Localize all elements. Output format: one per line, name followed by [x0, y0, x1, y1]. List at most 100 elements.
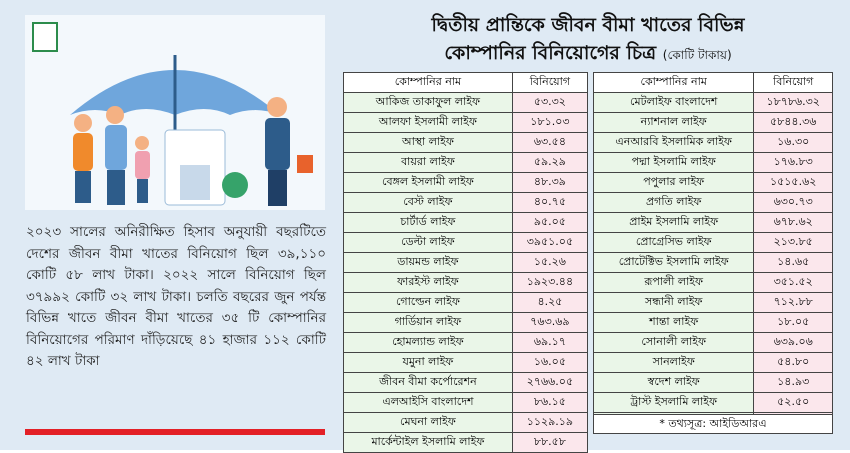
company-name: স্বদেশ লাইফ	[592, 372, 755, 393]
column-header: বিনিয়োগ	[753, 72, 833, 93]
investment-value: ১৬.৩০	[753, 132, 833, 153]
investment-value: ২১৩.৮৫	[753, 232, 833, 253]
investment-value: ৬৯.১৭	[511, 332, 589, 353]
table-row: যমুনা লাইফ ১৬.০৫	[343, 352, 589, 373]
company-name: মেঘনা লাইফ	[343, 412, 513, 433]
investment-value: ১৫.২৬	[511, 252, 589, 273]
investment-value: ১৮.০৫	[753, 312, 833, 333]
company-name: বায়রা লাইফ	[343, 152, 513, 173]
investment-value: ৫৮৪৪.৩৬	[753, 112, 833, 133]
investment-value: ৪.২৫	[511, 292, 589, 313]
table: কোম্পানির নাম বিনিয়োগ আকিজ তাকাফুল লাইফ ৫৩…	[343, 72, 589, 453]
table: কোম্পানির নাম বিনিয়োগ মেটলাইফ বাংলাদেশ ১৮৭…	[592, 72, 833, 433]
header-row: কোম্পানির নাম বিনিয়োগ	[592, 72, 833, 93]
company-name: মেটলাইফ বাংলাদেশ	[592, 92, 755, 113]
company-name: গোল্ডেন লাইফ	[343, 292, 513, 313]
table-row: শান্তা লাইফ ১৮.০৫	[592, 312, 833, 333]
table-row: আকিজ তাকাফুল লাইফ ৫৩.৩২	[343, 92, 589, 113]
investment-value: ৭৬৩.৬৯	[511, 312, 589, 333]
investment-value: ১৬.০৫	[511, 352, 589, 373]
company-name: পপুলার লাইফ	[592, 172, 755, 193]
investment-value: ৩৫১.৫২	[753, 272, 833, 293]
table-row: ট্রাস্ট ইসলামি লাইফ ৫২.৫০	[592, 392, 833, 413]
table-row: সন্ধানী লাইফ ৭১২.৮৮	[592, 292, 833, 313]
accent-bar	[25, 429, 325, 435]
company-name: প্রগতি লাইফ	[592, 192, 755, 213]
table-row: রূপালী লাইফ ৩৫১.৫২	[592, 272, 833, 293]
table-row: প্রোগ্রেসিভ লাইফ ২১৩.৮৫	[592, 232, 833, 253]
table-row: প্রগতি লাইফ ৬৩০.৭৩	[592, 192, 833, 213]
company-name: যমুনা লাইফ	[343, 352, 513, 373]
investment-value: ৬৩.৫৪	[511, 132, 589, 153]
paragraph: ২০২৩ সালের অনিরীক্ষিত হিসাব অনুযায়ী বছর…	[26, 224, 326, 369]
company-name: ন্যাশনাল লাইফ	[592, 112, 755, 133]
investment-value: ৩৯৫১.০৫	[511, 232, 589, 253]
company-name: পদ্মা ইসলামি লাইফ	[592, 152, 755, 173]
table-row: গোল্ডেন লাইফ ৪.২৫	[343, 292, 589, 313]
company-name: এনআরবি ইসলামিক লাইফ	[592, 132, 755, 153]
company-name: আলফা ইসলামী লাইফ	[343, 112, 513, 133]
table-row: জীবন বীমা কর্পোরেশন ২৭৬৬.০৫	[343, 372, 589, 393]
investment-value: ৮৬.১৫	[511, 392, 589, 413]
table-row: পদ্মা ইসলামি লাইফ ১৭৬.৮৩	[592, 152, 833, 173]
subtitle: (কোটি টাকায়)	[662, 48, 732, 62]
table-row: আস্থা লাইফ ৬৩.৫৪	[343, 132, 589, 153]
company-name: বেস্ট লাইফ	[343, 192, 513, 213]
table-row: পপুলার লাইফ ১৫১৫.৬২	[592, 172, 833, 193]
investment-value: ১৭৬.৮৩	[753, 152, 833, 173]
investment-value: ৪০.৭৫	[511, 192, 589, 213]
investment-value: ৬৩৯.০৬	[753, 332, 833, 353]
column-header: কোম্পানির নাম	[592, 72, 755, 93]
investment-value: ১১২৯.১৯	[511, 412, 589, 433]
table-row: হোমল্যান্ড লাইফ ৬৯.১৭	[343, 332, 589, 353]
table-row: সোনালী লাইফ ৬৩৯.০৬	[592, 332, 833, 353]
table-row: বেঙ্গল ইসলামী লাইফ ৪৮.৩৯	[343, 172, 589, 193]
company-name: আস্থা লাইফ	[343, 132, 513, 153]
company-name: প্রাইম ইসলামি লাইফ	[592, 212, 755, 233]
company-name: প্রোটেক্টিভ ইসলামি লাইফ	[592, 252, 755, 273]
investment-value: ১৮৭৮৬.৩২	[753, 92, 833, 113]
investment-value: ১৪.৬৫	[753, 252, 833, 273]
company-name: মার্কেন্টাইল ইসলামি লাইফ	[343, 432, 513, 453]
table-row: আলফা ইসলামী লাইফ ১৮১.০৩	[343, 112, 589, 133]
company-name: শান্তা লাইফ	[592, 312, 755, 333]
table-row: মেটলাইফ বাংলাদেশ ১৮৭৮৬.৩২	[592, 92, 833, 113]
company-name: প্রোগ্রেসিভ লাইফ	[592, 232, 755, 253]
investment-value: ৫৯.২৯	[511, 152, 589, 173]
investment-value: ৭১২.৮৮	[753, 292, 833, 313]
company-name: হোমল্যান্ড লাইফ	[343, 332, 513, 353]
table-row: মেঘনা লাইফ ১১২৯.১৯	[343, 412, 589, 433]
investment-value: ৬৭৮.৬২	[753, 212, 833, 233]
table-row: ডেল্টা লাইফ ৩৯৫১.০৫	[343, 232, 589, 253]
investment-value: ১৯২৩.৪৪	[511, 272, 589, 293]
company-name: গার্ডিয়ান লাইফ	[343, 312, 513, 333]
title-text: কোম্পানির বিনিয়োগের চিত্র	[444, 42, 657, 64]
company-name: রূপালী লাইফ	[592, 272, 755, 293]
company-name: ডায়মন্ড লাইফ	[343, 252, 513, 273]
investment-value: ৮৮.৫৮	[511, 432, 589, 453]
table-row: ফারইস্ট লাইফ ১৯২৩.৪৪	[343, 272, 589, 293]
investment-value: ২৭৬৬.০৫	[511, 372, 589, 393]
investment-value: ৯৫.০৫	[511, 212, 589, 233]
company-name: বেঙ্গল ইসলামী লাইফ	[343, 172, 513, 193]
investment-value: ১৮১.০৩	[511, 112, 589, 133]
table-row: ডায়মন্ড লাইফ ১৫.২৬	[343, 252, 589, 273]
investment-value: ৪৮.৩৯	[511, 172, 589, 193]
column-header: কোম্পানির নাম	[343, 72, 513, 93]
company-name: সোনালী লাইফ	[592, 332, 755, 353]
table-row: এলআইসি বাংলাদেশ ৮৬.১৫	[343, 392, 589, 413]
footnote: * তথ্যসূত্র: আইডিআরএ	[593, 414, 833, 434]
investment-value: ১৪.৯৩	[753, 372, 833, 393]
table-row: প্রোটেক্টিভ ইসলামি লাইফ ১৪.৬৫	[592, 252, 833, 273]
table-row: বায়রা লাইফ ৫৯.২৯	[343, 152, 589, 173]
table-row: চার্টার্ড লাইফ ৯৫.০৫	[343, 212, 589, 233]
header-row: কোম্পানির নাম বিনিয়োগ	[343, 72, 589, 93]
table-row: গার্ডিয়ান লাইফ ৭৬৩.৬৯	[343, 312, 589, 333]
table-row: স্বদেশ লাইফ ১৪.৯৩	[592, 372, 833, 393]
table-row: প্রাইম ইসলামি লাইফ ৬৭৮.৬২	[592, 212, 833, 233]
company-name: এলআইসি বাংলাদেশ	[343, 392, 513, 413]
table-row: ন্যাশনাল লাইফ ৫৮৪৪.৩৬	[592, 112, 833, 133]
investment-value: ৫৩.৩২	[511, 92, 589, 113]
investment-value: ১৫১৫.৬২	[753, 172, 833, 193]
investment-value: ৬৩০.৭৩	[753, 192, 833, 213]
